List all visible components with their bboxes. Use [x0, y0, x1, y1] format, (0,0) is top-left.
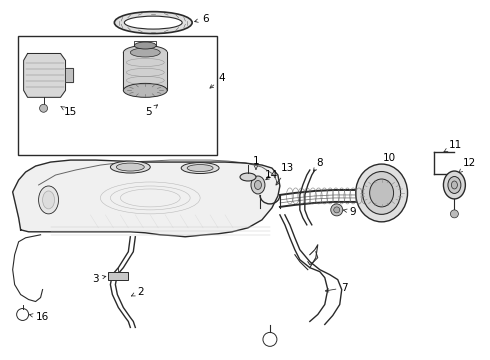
- Ellipse shape: [124, 16, 182, 29]
- Ellipse shape: [43, 191, 54, 209]
- Ellipse shape: [114, 12, 192, 33]
- Text: 6: 6: [195, 14, 208, 24]
- Text: 1: 1: [253, 156, 259, 169]
- Ellipse shape: [448, 176, 461, 193]
- Text: 4: 4: [210, 73, 225, 88]
- Ellipse shape: [369, 179, 393, 207]
- Polygon shape: [65, 68, 74, 82]
- Bar: [18, 36, 217, 155]
- Ellipse shape: [130, 48, 160, 57]
- Text: 13: 13: [276, 163, 294, 185]
- Polygon shape: [123, 53, 167, 90]
- Text: 10: 10: [383, 153, 396, 171]
- Bar: [108, 272, 128, 280]
- Ellipse shape: [363, 171, 400, 214]
- Text: 5: 5: [145, 105, 158, 117]
- Circle shape: [334, 207, 340, 213]
- Text: 2: 2: [131, 287, 144, 297]
- Ellipse shape: [443, 171, 465, 199]
- Ellipse shape: [240, 173, 256, 181]
- Ellipse shape: [356, 164, 408, 222]
- Text: 14: 14: [265, 170, 278, 180]
- Ellipse shape: [39, 186, 58, 214]
- Circle shape: [40, 104, 48, 112]
- Ellipse shape: [251, 176, 265, 194]
- Ellipse shape: [451, 181, 457, 189]
- Text: 15: 15: [61, 107, 77, 117]
- Text: 11: 11: [443, 140, 462, 152]
- Ellipse shape: [134, 42, 156, 49]
- Ellipse shape: [110, 161, 150, 173]
- Ellipse shape: [116, 163, 144, 171]
- Text: 3: 3: [92, 274, 106, 284]
- Ellipse shape: [123, 84, 167, 97]
- Ellipse shape: [187, 165, 213, 171]
- Text: 16: 16: [29, 312, 49, 323]
- Ellipse shape: [123, 45, 167, 59]
- Text: 12: 12: [459, 158, 476, 173]
- Text: 8: 8: [313, 158, 323, 171]
- Ellipse shape: [181, 163, 219, 174]
- Circle shape: [450, 210, 458, 218]
- Polygon shape: [13, 160, 280, 237]
- Text: 7: 7: [325, 283, 348, 293]
- Text: 9: 9: [343, 207, 356, 217]
- Circle shape: [331, 204, 343, 216]
- Ellipse shape: [254, 180, 262, 189]
- Polygon shape: [24, 54, 66, 97]
